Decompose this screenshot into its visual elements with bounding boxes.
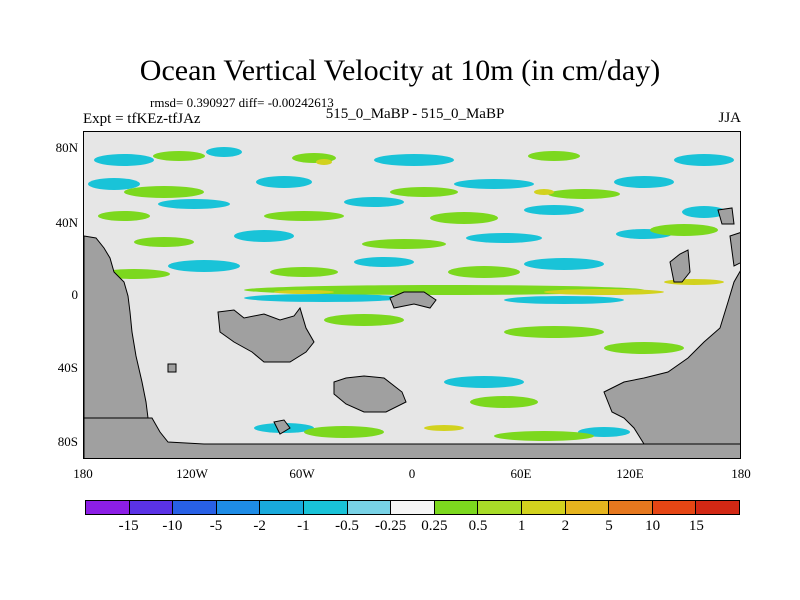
colorbar-label: 0.25 — [421, 518, 448, 534]
rmsd-diff-stats: rmsd= 0.390927 diff= -0.00242613 — [150, 95, 334, 110]
y-tick-80n: 80N — [55, 140, 78, 155]
negative-velocity-patches — [88, 147, 734, 437]
y-tick-40s: 40S — [57, 360, 78, 375]
case-label: 515_0_MaBP - 515_0_MaBP — [325, 106, 505, 122]
x-tick-0: 0 — [408, 466, 416, 481]
colorbar-label: 2 — [561, 518, 570, 534]
y-tick-80s: 80S — [57, 434, 78, 449]
colorbar-box — [434, 501, 479, 514]
colorbar-box — [260, 501, 304, 514]
colorbar-box — [609, 501, 653, 514]
x-tick-180-right: 180 — [731, 466, 751, 481]
colorbar-label: 1 — [517, 518, 526, 534]
x-tick-180-left: 180 — [73, 466, 93, 481]
colorbar-box — [652, 501, 697, 514]
map-field-svg — [84, 132, 740, 458]
experiment-label: Expt = tfKEz-tfJAz — [83, 111, 201, 127]
land-masses — [84, 207, 740, 458]
x-tick-120w: 120W — [176, 466, 208, 481]
colorbar-box — [391, 501, 435, 514]
colorbar-label: -5 — [209, 518, 223, 534]
colorbar-label: 5 — [605, 518, 613, 534]
colorbar-box — [565, 501, 610, 514]
colorbar — [85, 500, 740, 515]
colorbar-box — [696, 501, 739, 514]
x-tick-120e: 120E — [616, 466, 644, 481]
colorbar-box — [129, 501, 174, 514]
season-label: JJA — [718, 110, 741, 126]
map-title: Ocean Vertical Velocity at 10m (in cm/da… — [139, 54, 661, 87]
colorbar-label: -1 — [297, 518, 310, 534]
colorbar-box — [478, 501, 522, 514]
colorbar-label: -10 — [162, 518, 183, 534]
colorbar-label: -15 — [118, 518, 139, 534]
colorbar-label: 10 — [645, 518, 661, 534]
y-tick-40n: 40N — [55, 215, 78, 230]
colorbar-label: -2 — [253, 518, 266, 534]
strong-positive-patches — [274, 159, 724, 431]
x-tick-60w: 60W — [289, 466, 315, 481]
colorbar-box — [173, 501, 217, 514]
colorbar-label: 15 — [688, 518, 704, 534]
colorbar-label: -0.5 — [335, 518, 359, 534]
colorbar-box — [86, 501, 130, 514]
positive-velocity-patches — [98, 151, 718, 441]
colorbar-box — [303, 501, 348, 514]
colorbar-box — [216, 501, 261, 514]
colorbar-box — [347, 501, 392, 514]
map-plot-area — [83, 131, 741, 459]
y-tick-0: 0 — [71, 287, 79, 302]
colorbar-label: -0.25 — [375, 518, 407, 534]
colorbar-box — [521, 501, 566, 514]
x-tick-60e: 60E — [510, 466, 532, 481]
colorbar-label: 0.5 — [468, 518, 488, 534]
